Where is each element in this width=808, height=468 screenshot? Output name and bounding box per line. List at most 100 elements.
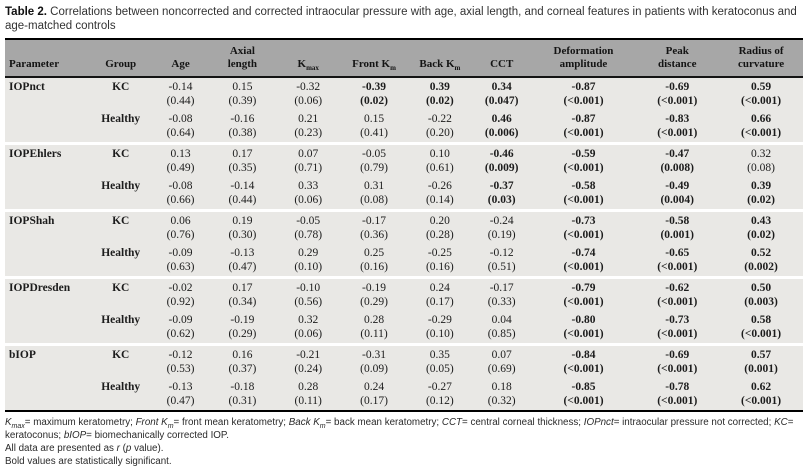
p-value: (0.61) [425,162,454,174]
parameter-label-IOPShah: IOPShah [5,209,89,278]
r-p-cell: 0.28 (0.11) [276,378,341,411]
p-value: (0.78) [294,229,323,241]
r-p-cell: -0.80 (<0.001) [531,311,636,345]
group-label: Healthy [88,311,153,345]
r-p-cell: -0.73 (<0.001) [635,311,720,345]
r-value: 0.24 [429,282,450,294]
p-value: (0.16) [360,261,388,273]
r-p-cell: -0.25 (0.16) [407,244,472,278]
p-value: (0.29) [228,328,257,340]
table-row-IOPDresden-KC: IOPDresden KC -0.02 (0.92) 0.17 (0.34) -0.10 (0… [5,276,803,345]
r-value: 0.07 [491,349,512,361]
r-value: -0.29 [427,314,452,326]
r-value: 0.17 [232,148,253,160]
r-p-cell: 0.19 (0.30) [208,209,277,244]
r-value: -0.27 [427,381,452,393]
p-value: (<0.001) [657,296,698,308]
r-value: -0.26 [427,180,452,192]
p-value: (0.008) [660,162,695,174]
p-value: (0.11) [294,395,322,407]
p-value: (0.002) [744,261,778,273]
footnote-segment: = back mean keratometry; [325,417,442,428]
r-value: 0.06 [170,215,191,227]
p-value: (0.62) [166,328,195,340]
r-p-cell: 0.17 (0.34) [208,276,277,311]
r-p-cell: 0.20 (0.28) [407,209,472,244]
r-p-cell: 0.13 (0.49) [152,142,209,177]
r-value: 0.59 [751,81,772,93]
footnote-segment: value). [131,443,164,454]
r-p-cell: -0.19 (0.29) [208,311,277,345]
p-value: (0.003) [744,296,778,308]
p-value: (0.56) [294,296,323,308]
r-value: 0.16 [232,349,253,361]
r-p-cell: -0.65 (<0.001) [635,244,720,278]
p-value: (0.53) [166,363,195,375]
p-value: (0.29) [360,296,388,308]
r-value: 0.07 [298,148,319,160]
p-value: (0.17) [360,395,388,407]
r-p-cell: -0.79 (<0.001) [531,276,636,311]
r-p-cell: -0.19 (0.29) [340,276,408,311]
footnote-segment: = maximum keratometry; [24,417,136,428]
parameter-label-IOPEhlers: IOPEhlers [5,142,89,211]
col-header-group: Group [88,39,153,78]
footnote-segment: = front mean keratometry; [173,417,289,428]
p-value: (0.09) [360,363,388,375]
r-value: -0.73 [571,215,596,227]
p-value: (0.001) [660,229,695,241]
r-value: -0.87 [571,113,596,125]
p-value: (0.05) [425,363,454,375]
table-row-IOPnct-Healthy: Healthy -0.08 (0.64) -0.16 (0.38) 0.21 (0.23) 0… [5,110,803,144]
p-value: (0.71) [294,162,323,174]
r-value: -0.05 [296,215,321,227]
r-value: 0.43 [751,215,772,227]
r-p-cell: -0.78 (<0.001) [635,378,720,411]
p-value: (0.28) [425,229,454,241]
p-value: (0.64) [166,127,195,139]
p-value: (<0.001) [657,95,698,107]
r-p-cell: 0.66 (<0.001) [719,110,803,144]
p-value: (0.24) [294,363,323,375]
r-p-cell: -0.12 (0.51) [471,244,532,278]
p-value: (<0.001) [657,363,698,375]
col-header-peak-distance: Peak distance [635,39,720,78]
r-p-cell: -0.16 (0.38) [208,110,277,144]
p-value: (0.38) [228,127,257,139]
p-value: (<0.001) [563,363,604,375]
r-value: -0.59 [571,148,596,160]
footnote-segment: m [319,422,326,430]
r-value: 0.33 [298,180,319,192]
r-p-cell: -0.59 (<0.001) [531,142,636,177]
r-p-cell: -0.08 (0.66) [152,177,209,211]
parameter-label-IOPnct: IOPnct [5,77,89,144]
p-value: (0.08) [360,194,388,206]
r-p-cell: 0.57 (0.001) [719,343,803,378]
r-p-cell: -0.58 (<0.001) [531,177,636,211]
header-row: Parameter Group Age Axial length Kmax Front Km… [5,39,803,78]
p-value: (0.92) [166,296,195,308]
r-p-cell: -0.02 (0.92) [152,276,209,311]
footnote-segment: KC [774,417,788,428]
r-value: -0.74 [571,247,596,259]
footnote-line: Kmax= maximum keratometry; Front Km= fro… [5,416,803,442]
r-value: -0.39 [362,81,387,93]
r-p-cell: -0.14 (0.44) [152,77,209,110]
footnote-line: Bold values are statistically significan… [5,455,803,468]
r-value: -0.17 [489,282,514,294]
group-label: Healthy [88,378,153,411]
col-header-subscript: max [306,64,319,73]
r-p-cell: -0.22 (0.20) [407,110,472,144]
p-value: (0.31) [228,395,257,407]
r-p-cell: 0.34 (0.047) [471,77,532,110]
r-p-cell: 0.33 (0.06) [276,177,341,211]
r-p-cell: -0.08 (0.64) [152,110,209,144]
footnote-segment: m [167,422,174,430]
p-value: (<0.001) [657,127,698,139]
p-value: (0.23) [294,127,323,139]
r-value: 0.31 [363,180,385,192]
r-value: 0.28 [298,381,319,393]
r-value: 0.34 [491,81,512,93]
r-p-cell: -0.49 (0.004) [635,177,720,211]
r-value: -0.31 [362,349,387,361]
